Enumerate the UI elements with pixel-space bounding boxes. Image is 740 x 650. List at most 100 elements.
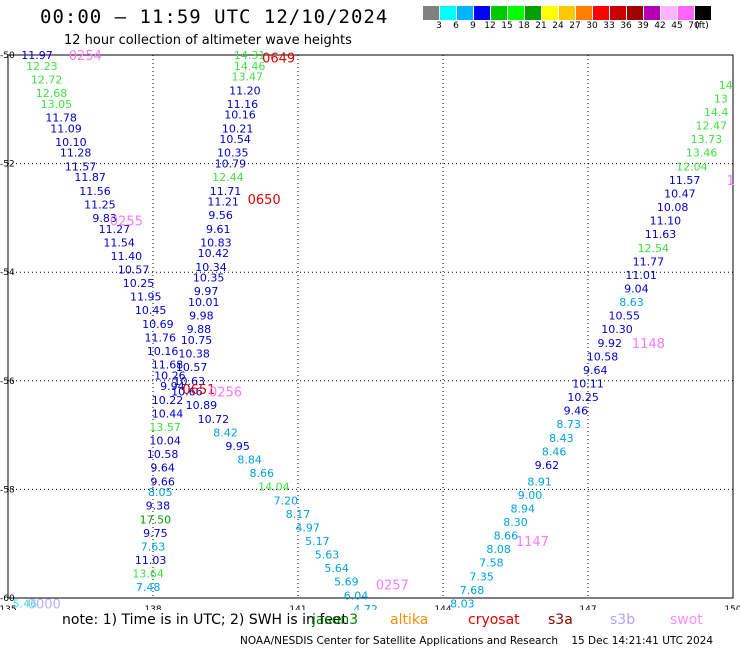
colorbar-label: 70	[688, 21, 700, 31]
swh-data-point: 10.11	[572, 378, 604, 391]
swh-data-point: 10.34	[195, 261, 227, 274]
colorbar-label: 6	[453, 21, 459, 31]
swh-data-point: 7.68	[460, 584, 485, 597]
swh-data-point: 10.45	[135, 304, 167, 317]
longitude-tick-label: 141	[289, 605, 306, 610]
swh-data-point: 10.22	[152, 394, 184, 407]
swh-data-point: 9.97	[194, 285, 219, 298]
swh-data-point: 14.4	[704, 106, 729, 119]
swh-data-point: 12.68	[36, 87, 68, 100]
colorbar-label: 3	[436, 21, 442, 31]
swh-data-point: 10.66	[171, 386, 203, 399]
swh-data-point: 4.72	[353, 603, 378, 610]
latitude-tick-label: -56	[0, 377, 15, 387]
swh-data-point: 8.03	[450, 597, 475, 610]
swh-data-point: 8.30	[503, 516, 528, 529]
swh-data-point: 10.42	[198, 247, 230, 260]
swh-data-point: 14.04	[258, 481, 290, 494]
footer-note: note: 1) Time is in UTC; 2) SWH is in fe…	[62, 612, 348, 628]
colorbar-swatch	[507, 6, 524, 20]
colorbar-label: 33	[603, 21, 615, 31]
swh-data-point: 11.57	[669, 174, 701, 187]
latitude-tick-label: -58	[0, 485, 15, 495]
swh-data-point: 9.95	[225, 440, 250, 453]
swh-data-point: 9.94	[160, 380, 185, 393]
swh-data-point: 13.05	[41, 98, 73, 111]
swh-data-point: 10.30	[601, 323, 633, 336]
swh-data-point: 9.46	[564, 405, 589, 418]
wave-height-map: 135 138 141 144 147 150-50-52-54-56-58-6011.9…	[0, 49, 740, 610]
longitude-tick-label: 138	[144, 605, 161, 610]
colorbar-label: 36	[620, 21, 632, 31]
swh-data-point: 8.66	[250, 467, 275, 480]
colorbar-swatch	[422, 6, 439, 20]
swh-data-point: 10.63	[174, 375, 206, 388]
swh-data-point: 13	[714, 92, 728, 105]
swh-data-point: 9.04	[624, 282, 649, 295]
swh-data-point: 10.21	[222, 122, 254, 135]
swh-data-point: 13.73	[691, 133, 723, 146]
swh-data-point: 14.46	[234, 60, 266, 73]
swh-data-point: 8.17	[286, 508, 311, 521]
swh-data-point: 10.25	[123, 277, 155, 290]
mission-legend-s3a: s3a	[548, 612, 573, 628]
swh-data-point: 10.69	[142, 318, 174, 331]
swh-data-point: 11.54	[103, 236, 135, 249]
swh-data-point: 11.10	[650, 215, 682, 228]
time-label: 1147	[516, 535, 549, 550]
swh-data-point: 8.08	[486, 543, 511, 556]
swh-data-point: 10.01	[188, 296, 220, 309]
swh-data-point: 13.46	[686, 147, 718, 160]
swh-data-point: 12.72	[31, 73, 63, 86]
colorbar-label: 45	[671, 21, 683, 31]
swh-data-point: 10.35	[217, 147, 249, 160]
swh-data-point: 8.46	[542, 445, 567, 458]
colorbar-label: 21	[535, 21, 547, 31]
map-frame	[7, 54, 734, 599]
swh-data-point: 10.26	[154, 369, 186, 382]
swh-data-point: 9.88	[187, 323, 212, 336]
mission-legend-cryosat: cryosat	[468, 612, 520, 628]
swh-data-point: 11.76	[145, 331, 177, 344]
swh-data-point: 11.03	[135, 554, 167, 567]
swh-data-point: 11.09	[50, 122, 82, 135]
colorbar-swatch	[660, 6, 677, 20]
swh-data-point: 11.77	[633, 255, 665, 268]
swh-data-point: 8.05	[148, 486, 173, 499]
swh-data-point: 5.46	[13, 597, 38, 610]
swh-data-point: 11.27	[99, 223, 131, 236]
swh-data-point: 10.04	[149, 435, 181, 448]
swh-data-point: 11.20	[229, 84, 261, 97]
swh-data-point: 9.62	[535, 459, 560, 472]
swh-data-point: 9.83	[92, 212, 117, 225]
swh-data-point: 10.54	[219, 133, 251, 146]
swh-data-point: 11.87	[74, 171, 106, 184]
colorbar-swatch	[473, 6, 490, 20]
colorbar-swatch	[439, 6, 456, 20]
swh-data-point: 10.08	[657, 201, 689, 214]
swh-data-point: 10.16	[147, 345, 179, 358]
longitude-tick-label: 150	[724, 605, 740, 610]
latitude-tick-label: -60	[0, 594, 15, 604]
time-label: 0257	[376, 578, 409, 593]
colorbar-swatch	[626, 6, 643, 20]
swh-data-point: 10.44	[152, 407, 184, 420]
swh-data-point: 10.58	[147, 448, 179, 461]
swh-data-point: 13.64	[132, 568, 164, 581]
swh-data-point: 9.64	[150, 462, 175, 475]
swh-data-point: 10.35	[193, 272, 225, 285]
swh-data-point: 8.94	[511, 502, 536, 515]
swh-data-point: 14	[719, 79, 733, 92]
swh-data-point: 5.17	[305, 535, 330, 548]
swh-data-point: 12.47	[696, 120, 728, 133]
colorbar-swatch	[558, 6, 575, 20]
colorbar-label: 24	[552, 21, 564, 31]
colorbar-label: 27	[569, 21, 581, 31]
swh-data-point: 11.95	[130, 291, 162, 304]
colorbar-label: 15	[501, 21, 513, 31]
mission-legend-altika: altika	[390, 612, 429, 628]
swh-data-point: 10.47	[664, 187, 696, 200]
swh-data-point: 7.48	[136, 581, 161, 594]
swh-data-point: 11.63	[645, 228, 677, 241]
swh-data-point: 10.55	[609, 310, 641, 323]
